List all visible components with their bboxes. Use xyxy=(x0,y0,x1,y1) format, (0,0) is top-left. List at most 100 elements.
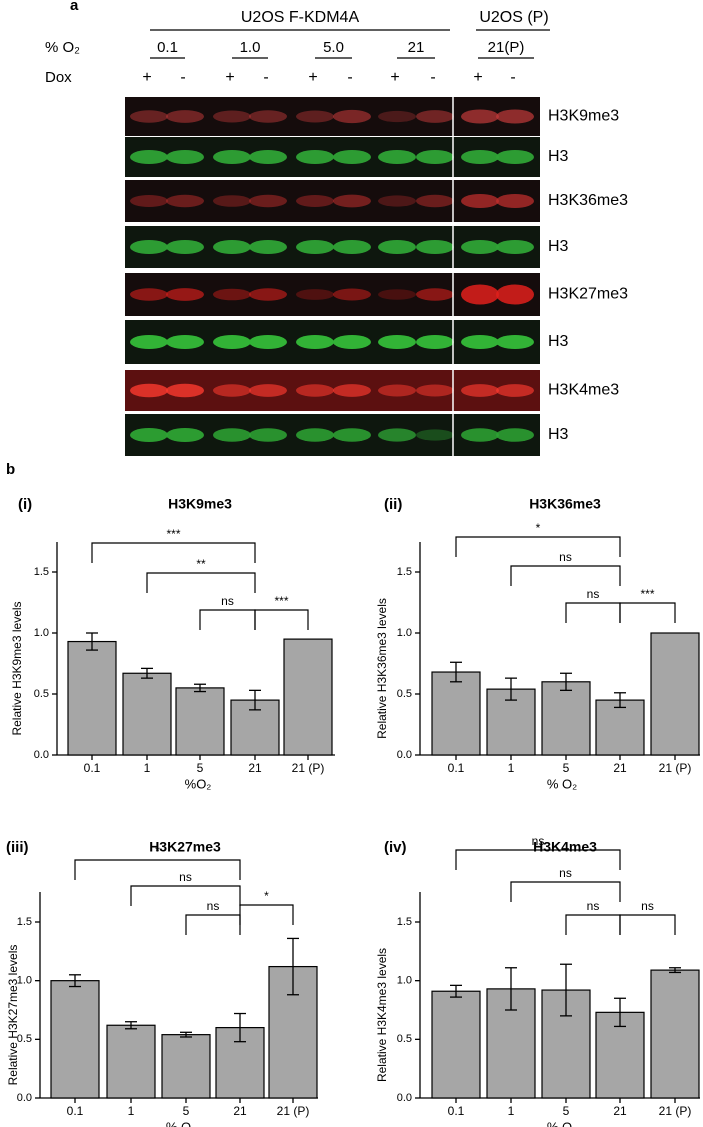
dox-label: - xyxy=(510,69,515,86)
blot-band xyxy=(496,335,534,349)
bar xyxy=(67,640,117,756)
blot-band xyxy=(333,288,371,301)
blot-band xyxy=(378,335,416,349)
significance-bracket xyxy=(619,602,676,623)
blot-band xyxy=(296,195,334,207)
x-axis-label: % O₂ xyxy=(166,1119,196,1127)
x-tick-label: 5 xyxy=(563,1104,570,1118)
blot-band xyxy=(496,109,534,124)
condition-label: 5.0 xyxy=(323,39,344,56)
significance-bracket xyxy=(91,542,256,563)
blot-band xyxy=(130,195,168,207)
blot-band xyxy=(213,384,251,397)
bar xyxy=(431,990,481,1099)
x-tick-label: 1 xyxy=(144,761,151,775)
significance-bracket xyxy=(185,914,241,935)
blot-band xyxy=(461,150,499,164)
chart-title: H3K27me3 xyxy=(149,839,221,855)
row-label: H3K4me3 xyxy=(548,382,619,399)
x-tick-label: 5 xyxy=(197,761,204,775)
error-bar xyxy=(669,967,681,974)
blot-band xyxy=(213,110,251,123)
error-bar xyxy=(249,689,261,711)
blot-band xyxy=(496,150,534,164)
blot-band xyxy=(166,288,204,301)
x-axis-label: %O₂ xyxy=(185,776,212,791)
blot-band xyxy=(416,288,454,301)
bar xyxy=(650,632,700,756)
blot-band xyxy=(130,288,168,301)
dox-label: - xyxy=(180,69,185,86)
significance-bracket xyxy=(510,881,621,902)
significance-bracket xyxy=(239,904,294,925)
blot-band xyxy=(213,150,251,164)
significance-bracket xyxy=(565,602,621,623)
chart-label: (iii) xyxy=(6,839,29,856)
blot-band xyxy=(461,428,499,442)
blot-band xyxy=(249,150,287,164)
dox-label: - xyxy=(263,69,268,86)
blot-band xyxy=(333,150,371,164)
significance-label: ns xyxy=(207,899,220,913)
blot-band xyxy=(166,110,204,123)
y-tick-label: 0.5 xyxy=(17,1033,32,1045)
dox-label: - xyxy=(347,69,352,86)
blot-band xyxy=(166,240,204,254)
blot-band xyxy=(378,195,416,207)
blot-band xyxy=(249,110,287,123)
blot-band xyxy=(378,428,416,442)
blot-band xyxy=(333,428,371,442)
error-bar xyxy=(180,1031,192,1038)
x-tick-label: 21 (P) xyxy=(277,1104,310,1118)
blot-band xyxy=(461,109,499,124)
blot-band xyxy=(166,194,204,208)
dox-label: + xyxy=(308,69,317,86)
significance-bracket xyxy=(74,859,241,880)
significance-bracket xyxy=(254,609,309,630)
blot-band xyxy=(416,194,454,208)
significance-label: ns xyxy=(221,594,234,608)
significance-label: *** xyxy=(166,527,180,541)
y-tick-label: 0.5 xyxy=(397,688,412,700)
y-axis-label: Relative H3K27me3 levels xyxy=(6,945,20,1086)
y-axis-label: Relative H3K9me3 levels xyxy=(10,601,24,735)
significance-bracket xyxy=(619,914,676,935)
chart-label: (ii) xyxy=(384,496,402,513)
blot-band xyxy=(496,284,534,305)
blot-band xyxy=(416,384,454,397)
y-tick-label: 1.0 xyxy=(17,975,32,987)
blot-band xyxy=(416,110,454,123)
blot-band xyxy=(296,240,334,254)
dox-label: + xyxy=(390,69,399,86)
blot-band xyxy=(296,110,334,123)
o2-label: % O₂ xyxy=(45,39,80,56)
significance-label: ns xyxy=(532,834,545,848)
dox-label: + xyxy=(142,69,151,86)
blot-band xyxy=(213,335,251,349)
panel-label: a xyxy=(70,0,79,14)
significance-label: *** xyxy=(274,594,288,608)
significance-label: ns xyxy=(641,899,654,913)
y-tick-label: 0.0 xyxy=(34,749,49,761)
bar xyxy=(431,671,481,756)
blot-band xyxy=(378,289,416,300)
bar xyxy=(106,1024,156,1099)
x-tick-label: 5 xyxy=(183,1104,190,1118)
blot-band xyxy=(249,428,287,442)
significance-label: ns xyxy=(587,899,600,913)
blot-band xyxy=(130,383,168,398)
y-tick-label: 1.0 xyxy=(34,627,49,639)
error-bar xyxy=(614,692,626,709)
bar xyxy=(161,1034,211,1099)
blot-band xyxy=(296,150,334,164)
error-bar xyxy=(560,672,572,691)
x-tick-label: 21 xyxy=(613,761,627,775)
blot-band xyxy=(333,109,371,124)
row-label: H3 xyxy=(548,333,569,350)
blot-band xyxy=(461,240,499,254)
significance-bracket xyxy=(455,536,621,557)
blot-band xyxy=(166,335,204,349)
blot-band xyxy=(461,384,499,397)
blot-band xyxy=(130,110,168,123)
error-bar xyxy=(614,997,626,1028)
